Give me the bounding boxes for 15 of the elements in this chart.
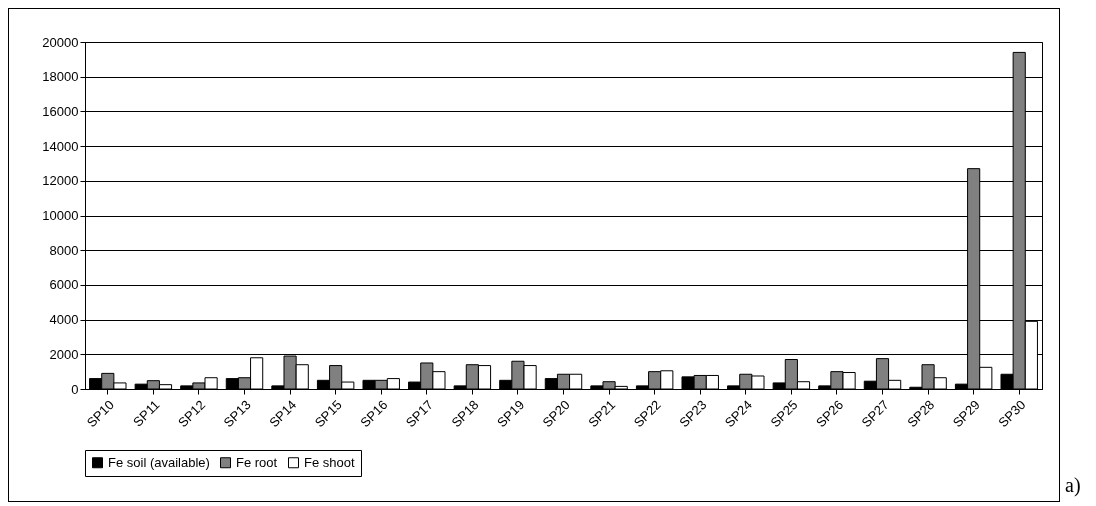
y-tick-label: 6000 <box>49 277 79 293</box>
text: a) <box>1065 474 1081 497</box>
y-tick-label: 8000 <box>49 242 79 258</box>
y-tick-label: 14000 <box>42 138 79 154</box>
y-tick-label: 16000 <box>42 103 79 119</box>
y-tick-label: 0 <box>71 381 79 397</box>
y-tick-label: 2000 <box>49 346 79 362</box>
legend-label: Fe root <box>236 454 278 470</box>
legend-label: Fe soil (available) <box>108 454 210 470</box>
y-tick-label: 10000 <box>42 208 79 223</box>
legend-label: Fe shoot <box>304 454 355 470</box>
y-tick-label: 4000 <box>49 312 79 328</box>
y-tick-label: 20000 <box>42 34 79 50</box>
y-tick-label: 18000 <box>42 69 79 85</box>
y-tick-label: 12000 <box>42 173 79 189</box>
